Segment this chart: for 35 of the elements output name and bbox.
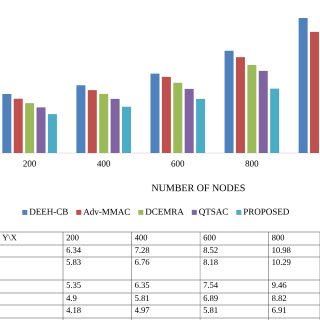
text: 7.54 [204, 282, 218, 288]
text: 6.91 [272, 307, 286, 313]
legend-label: DCEMRA [146, 208, 184, 215]
legend-label: DEEH-CB [30, 208, 68, 215]
text: 5.81 [204, 307, 218, 313]
text: 9.46 [272, 282, 286, 288]
text: 10.29 [272, 259, 290, 265]
text: 8.52 [204, 247, 218, 253]
text: 6.89 [204, 295, 218, 301]
x-tick-label: 200 [23, 160, 36, 167]
category-label: 600 [204, 234, 216, 240]
text: 4.97 [134, 307, 150, 313]
text: 8.18 [204, 259, 218, 265]
legend-label: PROPOSED [244, 208, 289, 215]
text: 6.76 [135, 259, 150, 265]
text: 5.81 [135, 295, 150, 301]
category-label: 800 [272, 234, 284, 240]
category-label: 200 [66, 234, 79, 240]
text: 6.35 [135, 282, 150, 288]
text: 4.18 [66, 307, 81, 313]
legend-label: QTSAC [199, 208, 228, 216]
text: 8.82 [272, 295, 286, 301]
x-axis-title: NUMBER OF NODES [152, 184, 245, 192]
text: 7.28 [135, 247, 150, 253]
text: 5.35 [66, 282, 81, 288]
text: 6.34 [66, 247, 81, 253]
text: 10.98 [272, 247, 291, 253]
x-tick-label: 600 [171, 160, 184, 167]
text: 5.83 [66, 259, 81, 265]
text: 4.9 [66, 295, 76, 301]
text: Y\X [2, 234, 17, 240]
legend-label: Adv-MMAC [83, 208, 130, 215]
category-label: 400 [134, 234, 148, 240]
x-tick-label: 400 [97, 160, 110, 167]
x-tick-label: 800 [245, 160, 258, 167]
